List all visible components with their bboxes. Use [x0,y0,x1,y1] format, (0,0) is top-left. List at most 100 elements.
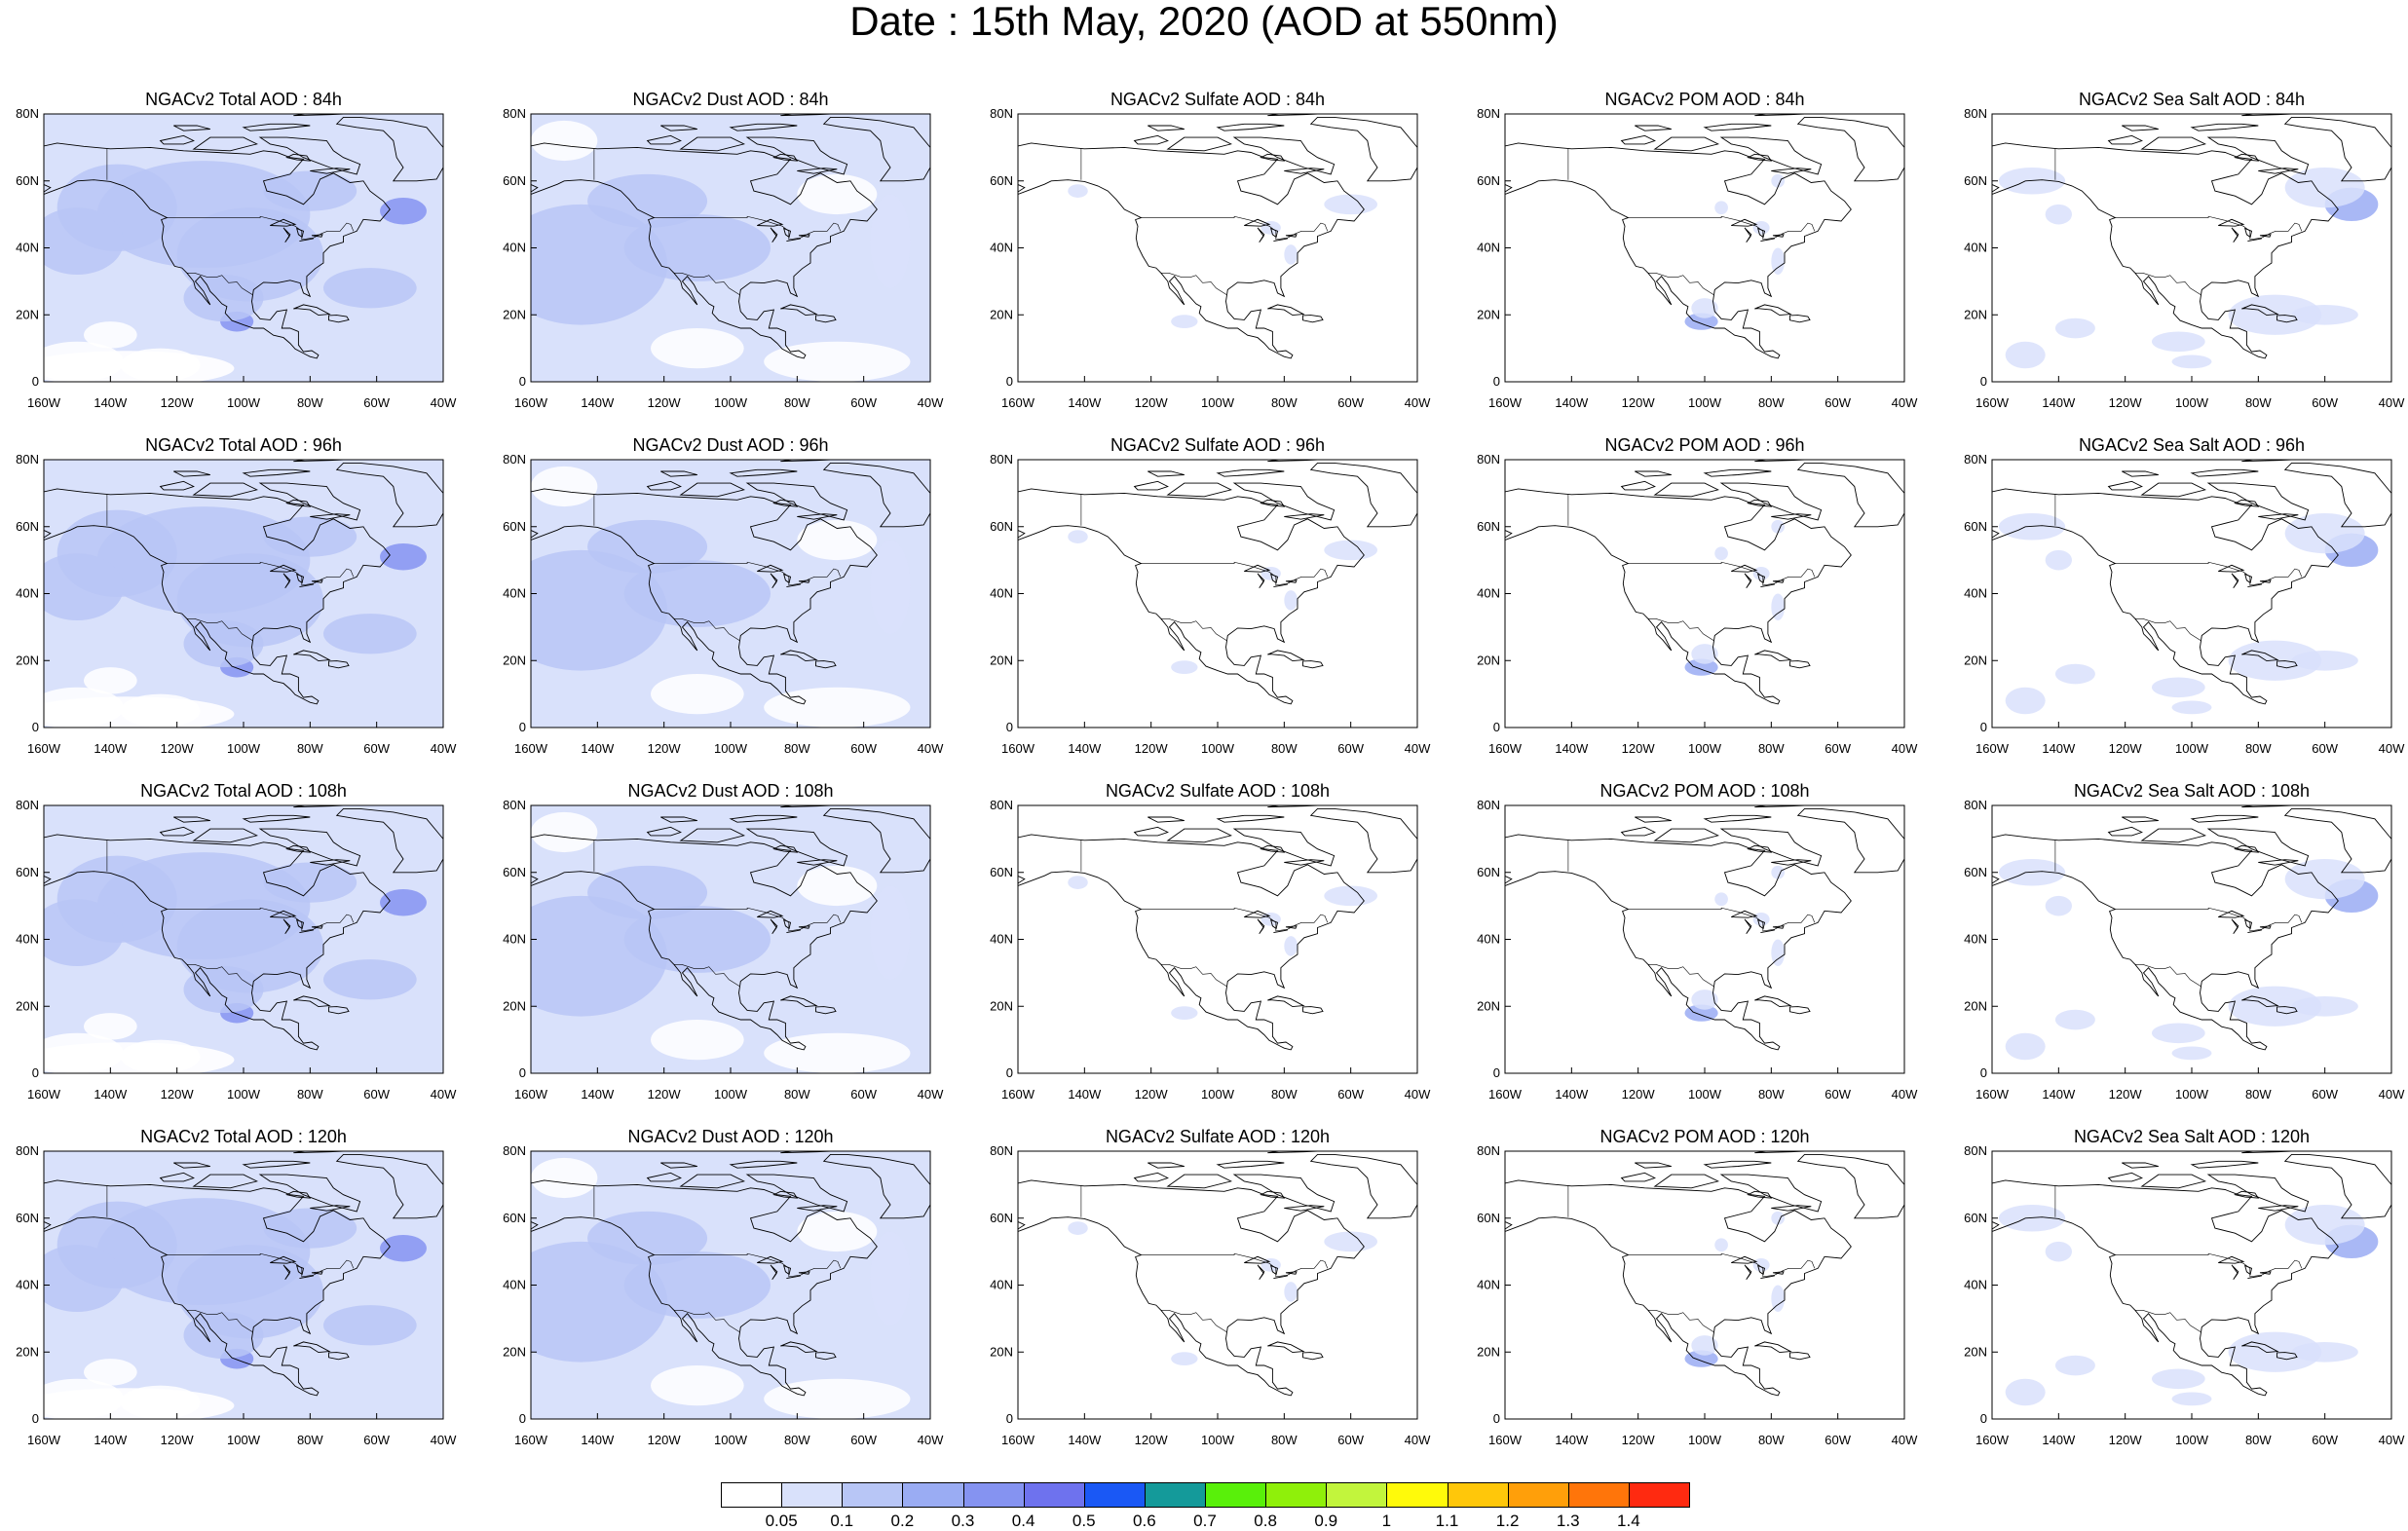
coastline-island [1719,136,1823,175]
coastline-island [310,859,351,866]
panel-title: NGACv2 POM AOD : 108h [1599,781,1810,801]
great-lake [2218,910,2245,918]
coastline-island [1620,826,1656,837]
aod-plume [2045,204,2072,225]
aod-plume [587,1211,708,1265]
lat-tick-label: 20N [1964,307,1987,321]
coastline-island [1148,1162,1185,1169]
colorbar-swatch [781,1482,844,1508]
coastline-island [310,1205,351,1212]
coastline-cuba [1754,1341,1792,1354]
lat-tick-label: 80N [16,452,39,467]
coastline-island [2206,482,2310,521]
coastline-island [1771,1205,1812,1212]
lon-tick-label: 40W [431,395,457,410]
lon-tick-label: 60W [1337,1433,1364,1447]
country-border [673,1310,740,1332]
aod-plume [1324,885,1377,907]
coastline-hispaniola [1302,315,1324,323]
aod-plume [1691,644,1718,664]
coastline-island [242,814,311,823]
aod-plume [2171,355,2212,369]
great-lake [282,227,291,243]
coastline-cuba [1754,995,1792,1008]
coastline-greenland [822,116,930,182]
panel-title: NGACv2 Sulfate AOD : 84h [1110,90,1326,109]
coastline-island [1620,134,1656,145]
great-lake [1731,218,1758,227]
coastline-island [1771,513,1812,520]
map-panel: NGACv2 Sea Salt AOD : 120h 160W 140W 120W 10… [1964,1127,2405,1448]
aod-plume [870,540,911,634]
lon-tick-label: 80W [297,1087,323,1102]
great-lake [2247,929,2262,934]
aod-plume [1260,913,1281,926]
lat-tick-label: 20N [503,998,526,1013]
coastline-island [646,134,682,145]
coastline-greenland [335,807,443,874]
coastline-island [729,123,798,131]
coastline-hispaniola [1302,660,1324,669]
lon-tick-label: 160W [1975,395,2010,410]
aod-plume [797,519,878,561]
map-panel: NGACv2 Dust AOD : 120h 160W 140W 120W 100W 80… [503,1127,944,1448]
great-lake [2218,1255,2245,1264]
lat-tick-label: 80N [1964,452,1987,467]
lat-tick-label: 60N [503,865,526,879]
lon-tick-label: 40W [1405,1087,1431,1102]
lat-tick-label: 60N [1964,173,1987,188]
coastline-north-america [1018,834,1365,1051]
coastline-island [2241,1151,2292,1154]
country-border [654,561,842,586]
coastline-island [2258,859,2299,866]
aod-plume [1284,590,1298,611]
aod-plume [183,966,264,1014]
coastline-island [1754,460,1805,463]
lon-tick-label: 140W [94,395,128,410]
colorbar-label: 0.9 [1314,1512,1338,1530]
coastline-north-america [1018,488,1365,705]
lon-tick-label: 120W [648,1087,682,1102]
great-lake [1744,918,1752,934]
great-lake [2244,573,2253,584]
lat-tick-label: 0 [1006,1065,1013,1080]
coastline-island [1719,1174,1823,1213]
aod-plume [764,1378,911,1419]
aod-plume [1771,247,1785,275]
coastline-island [192,482,258,498]
great-lake [1760,929,1775,934]
coastline-island [1653,136,1719,152]
colorbar-swatch [1447,1482,1509,1508]
coastline-greenland [822,807,930,874]
aod-background-field [1018,805,1417,1073]
coastline-island [772,153,799,162]
coastline-island [1216,1160,1285,1169]
aod-plume [1171,660,1198,674]
lon-tick-label: 80W [297,741,323,756]
lat-tick-label: 80N [1964,798,1987,812]
country-border [2115,907,2303,932]
aod-plume [587,865,708,919]
country-border [1141,907,1329,932]
lon-tick-label: 40W [1892,741,1918,756]
lat-tick-label: 60N [1964,519,1987,534]
coastline-island [258,136,361,175]
coastline-island [192,1174,258,1189]
lat-tick-label: 80N [990,1143,1013,1158]
colorbar-swatch [1507,1482,1569,1508]
aod-plume [84,1013,137,1040]
coastline-island [2190,814,2259,823]
lat-tick-label: 60N [16,519,39,534]
coastline-island [310,168,351,174]
aod-plume [2152,1023,2205,1044]
aod-plume [1771,593,1785,620]
lon-tick-label: 60W [1825,1433,1851,1447]
lat-tick-label: 0 [1980,374,1987,389]
coastline-island [1620,1172,1656,1182]
great-lake [1273,929,1288,934]
country-border [1160,273,1227,295]
coastline-cuba [780,1341,818,1354]
coastline-island [1260,1190,1286,1199]
coastline-north-america [1505,834,1852,1051]
aod-plume [1260,1258,1281,1272]
